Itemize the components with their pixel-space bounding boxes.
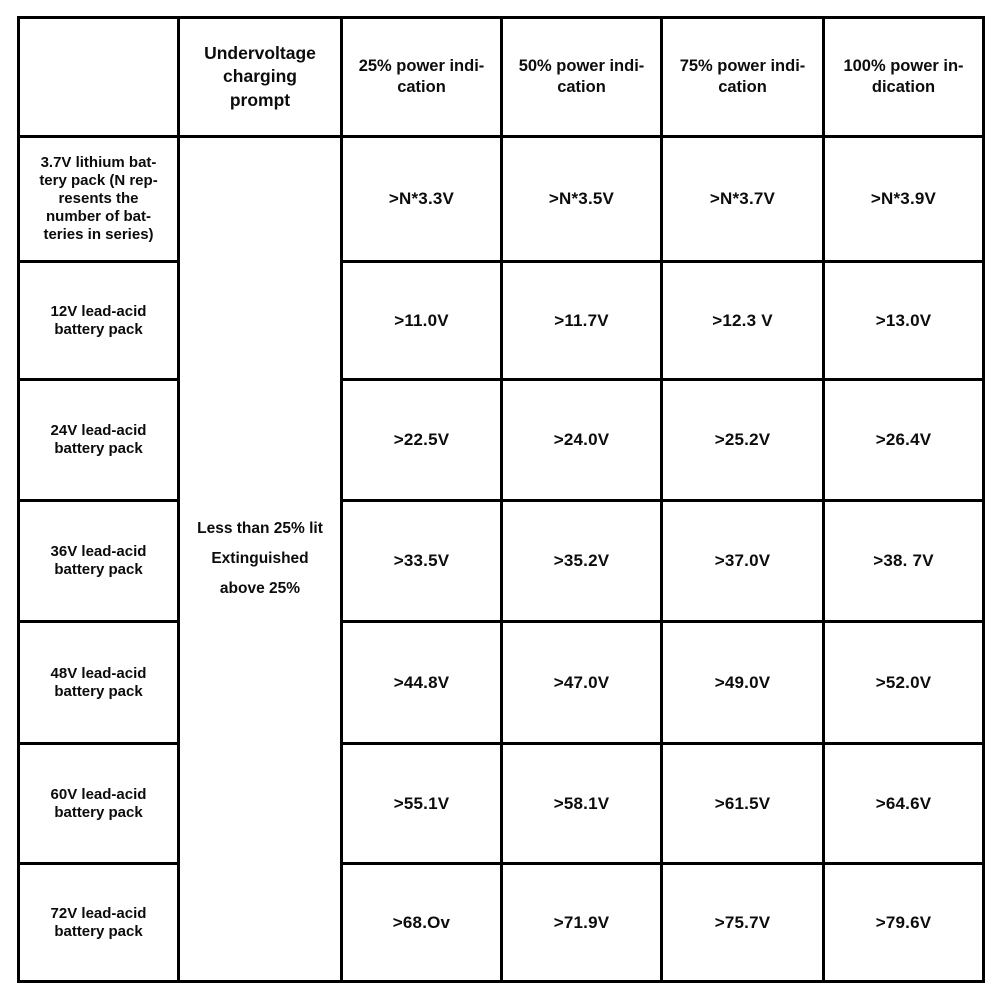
battery-row-label-lithium: 3.7V lithium bat- tery pack (N rep- rese… [17, 135, 180, 263]
undervoltage-prompt-header: Undervoltage charging prompt [177, 16, 343, 138]
voltage-value-cell: >61.5V [660, 742, 825, 865]
battery-row-label-12v: 12V lead-acid battery pack [17, 260, 180, 381]
voltage-value-cell: >79.6V [822, 862, 985, 983]
table-row: 48V lead-acid battery pack >44.8V >47.0V… [17, 620, 985, 745]
power-100-header: 100% power in- dication [822, 16, 985, 138]
voltage-value-cell: >24.0V [500, 378, 663, 502]
voltage-value-cell: >55.1V [340, 742, 503, 865]
voltage-value-cell: >52.0V [822, 620, 985, 745]
battery-voltage-table: Undervoltage charging prompt 25% power i… [17, 16, 985, 983]
voltage-value-cell: >44.8V [340, 620, 503, 745]
voltage-value-cell: >N*3.9V [822, 135, 985, 263]
voltage-value-cell: >N*3.7V [660, 135, 825, 263]
voltage-value-cell: >38. 7V [822, 499, 985, 623]
table-row: 12V lead-acid battery pack >11.0V >11.7V… [17, 260, 985, 381]
voltage-value-cell: >68.Ov [340, 862, 503, 983]
power-75-header: 75% power indi- cation [660, 16, 825, 138]
table-row: 3.7V lithium bat- tery pack (N rep- rese… [17, 135, 985, 983]
battery-row-label-36v: 36V lead-acid battery pack [17, 499, 180, 623]
voltage-value-cell: >35.2V [500, 499, 663, 623]
voltage-value-cell: >71.9V [500, 862, 663, 983]
voltage-value-cell: >25.2V [660, 378, 825, 502]
battery-row-label-24v: 24V lead-acid battery pack [17, 378, 180, 502]
voltage-value-cell: >11.0V [340, 260, 503, 381]
voltage-value-cell: >11.7V [500, 260, 663, 381]
voltage-value-cell: >37.0V [660, 499, 825, 623]
voltage-value-cell: >64.6V [822, 742, 985, 865]
voltage-value-cell: >13.0V [822, 260, 985, 381]
table-row: 36V lead-acid battery pack >33.5V >35.2V… [17, 499, 985, 623]
voltage-value-cell: >49.0V [660, 620, 825, 745]
voltage-value-cell: >75.7V [660, 862, 825, 983]
voltage-value-cell: >N*3.3V [340, 135, 503, 263]
battery-row-label-72v: 72V lead-acid battery pack [17, 862, 180, 983]
voltage-value-cell: >22.5V [340, 378, 503, 502]
undervoltage-status-cell: Less than 25% lit Extinguished above 25% [177, 135, 343, 983]
battery-row-label-60v: 60V lead-acid battery pack [17, 742, 180, 865]
voltage-value-cell: >26.4V [822, 378, 985, 502]
table-row: 60V lead-acid battery pack >55.1V >58.1V… [17, 742, 985, 865]
table-header-row: Undervoltage charging prompt 25% power i… [17, 16, 985, 138]
battery-row-label-48v: 48V lead-acid battery pack [17, 620, 180, 745]
table-row: 72V lead-acid battery pack >68.Ov >71.9V… [17, 862, 985, 983]
power-25-header: 25% power indi- cation [340, 16, 503, 138]
power-50-header: 50% power indi- cation [500, 16, 663, 138]
corner-cell [17, 16, 180, 138]
voltage-value-cell: >47.0V [500, 620, 663, 745]
voltage-value-cell: >58.1V [500, 742, 663, 865]
voltage-value-cell: >33.5V [340, 499, 503, 623]
voltage-value-cell: >12.3 V [660, 260, 825, 381]
voltage-value-cell: >N*3.5V [500, 135, 663, 263]
table-row: 24V lead-acid battery pack >22.5V >24.0V… [17, 378, 985, 502]
